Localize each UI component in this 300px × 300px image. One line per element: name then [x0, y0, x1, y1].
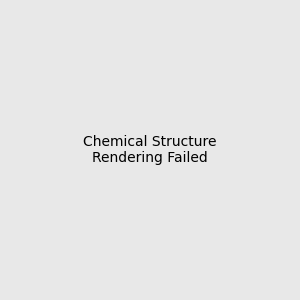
Text: Chemical Structure
Rendering Failed: Chemical Structure Rendering Failed [83, 135, 217, 165]
